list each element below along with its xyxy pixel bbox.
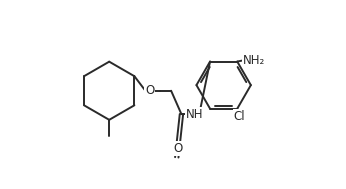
Text: O: O bbox=[145, 84, 154, 97]
Text: NH: NH bbox=[186, 108, 203, 121]
Text: NH₂: NH₂ bbox=[243, 54, 265, 67]
Text: Cl: Cl bbox=[234, 110, 245, 123]
Text: O: O bbox=[173, 142, 182, 155]
